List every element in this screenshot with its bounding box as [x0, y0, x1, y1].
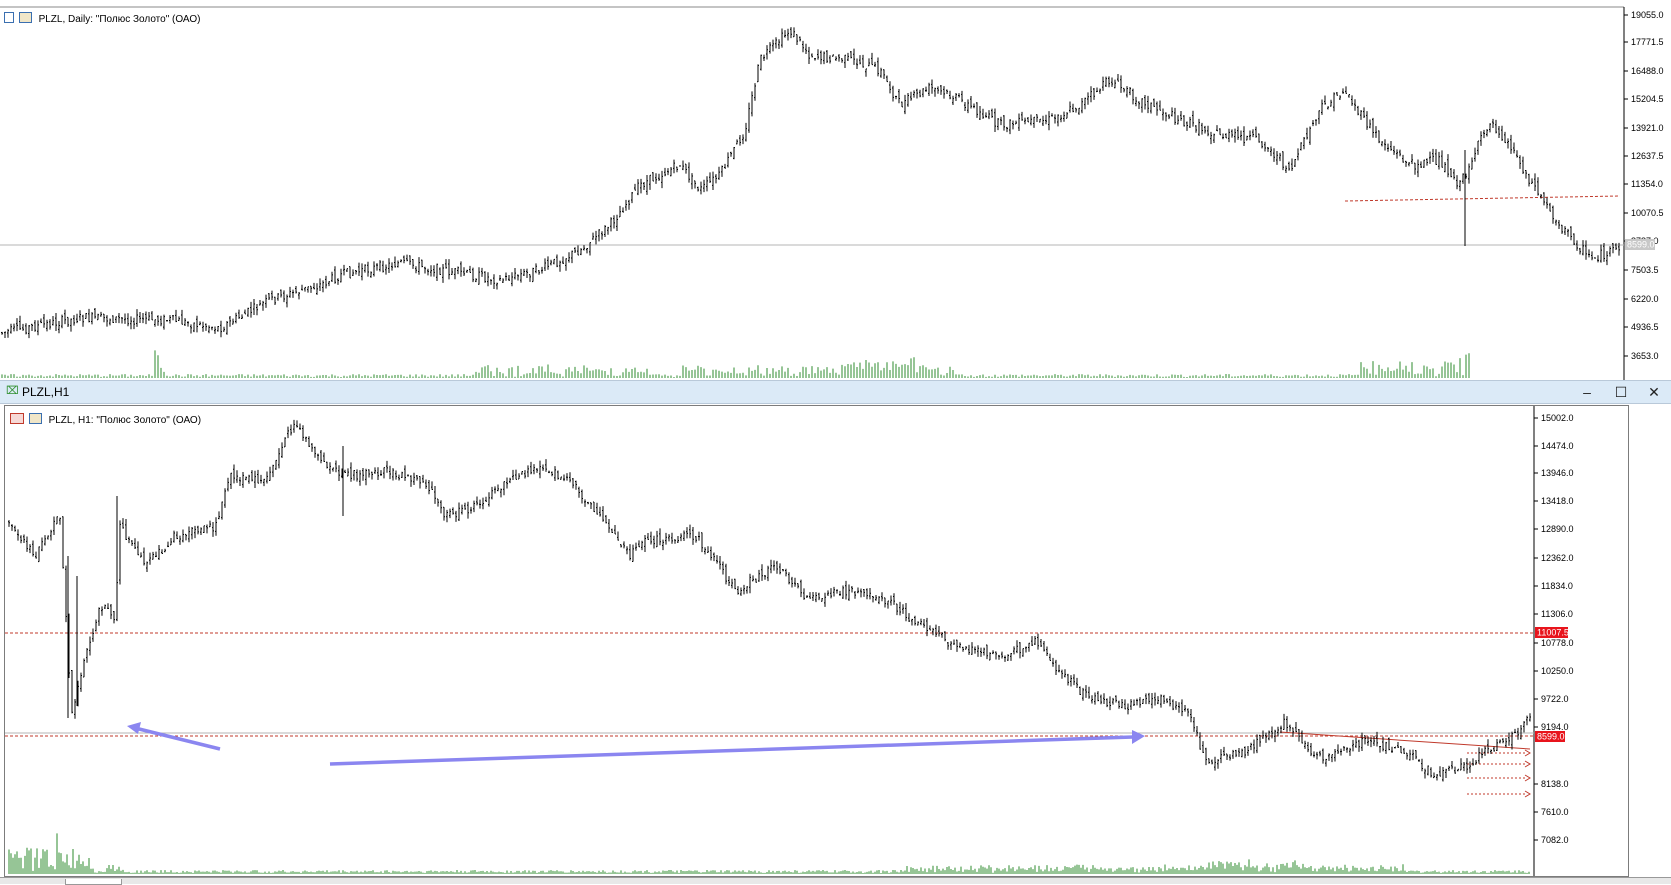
- daily-axis-label: 10070.5: [1631, 208, 1664, 218]
- maximize-button[interactable]: ☐: [1614, 384, 1628, 400]
- daily-volume-bars: [1, 350, 1470, 378]
- daily-plot-background: [0, 0, 1671, 380]
- h1-price-bars: [8, 419, 1531, 782]
- h1-chart-pane[interactable]: 15002.0 14474.0 13946.0 13418.0 12890.0 12362…: [4, 405, 1629, 877]
- h1-order-arrow: [1524, 790, 1531, 798]
- h1-axis-label: 15002.0: [1541, 413, 1574, 423]
- h1-axis-label: 12890.0: [1541, 524, 1574, 534]
- daily-axis-label: 3653.0: [1631, 351, 1659, 361]
- h1-chart-canvas[interactable]: 15002.0 14474.0 13946.0 13418.0 12890.0 12362…: [5, 406, 1628, 876]
- h1-axis-label: 9722.0: [1541, 694, 1569, 704]
- chart-grid-icon: [10, 413, 24, 424]
- chart-tab-active[interactable]: [65, 879, 122, 885]
- chart-icon: [4, 12, 14, 23]
- daily-price-tag: 8599.0: [1625, 239, 1655, 250]
- h1-level-tag-lower-text: 8599.0: [1537, 732, 1565, 742]
- window-title: PLZL,H1: [22, 385, 70, 399]
- daily-axis-label: 13921.0: [1631, 123, 1664, 133]
- daily-axis-label: 17771.5: [1631, 37, 1664, 47]
- arrow-left-head: [127, 722, 141, 734]
- daily-axis-label: 19055.0: [1631, 10, 1664, 20]
- daily-axis-label: 6220.0: [1631, 294, 1659, 304]
- h1-window-titlebar[interactable]: ⌧ PLZL,H1 – ☐ ✕: [0, 380, 1671, 404]
- daily-axis-label: 4936.5: [1631, 322, 1659, 332]
- h1-order-arrow: [1524, 760, 1531, 768]
- h1-chart-title: PLZL, H1: "Полюс Золото" (ОАО): [48, 415, 202, 426]
- daily-level-line: [1344, 195, 1621, 202]
- daily-axis-label: 16488.0: [1631, 66, 1664, 76]
- h1-order-arrow: [1524, 749, 1531, 757]
- h1-axis-label: 13418.0: [1541, 496, 1574, 506]
- h1-volume-bars: [8, 833, 1530, 874]
- bars-icon: [18, 12, 32, 23]
- h1-axis-label: 7610.0: [1541, 807, 1569, 817]
- daily-axis-label: 15204.5: [1631, 94, 1664, 104]
- arrow-right-shaft: [329, 735, 1134, 766]
- close-button[interactable]: ✕: [1648, 384, 1660, 400]
- daily-axis-labels: 19055.0 17771.5 16488.0 15204.5 13921.0 12637…: [1624, 10, 1664, 361]
- minimize-button[interactable]: –: [1583, 384, 1591, 400]
- h1-chart-header: PLZL, H1: "Полюс Золото" (ОАО): [10, 413, 201, 426]
- h1-plot-background: [5, 406, 1628, 876]
- h1-axis-label: 14474.0: [1541, 441, 1574, 451]
- h1-level-tag-upper: 11007.5: [1535, 627, 1569, 638]
- candles-icon: ⌧: [6, 385, 19, 397]
- daily-axis-label: 7503.5: [1631, 265, 1659, 275]
- h1-level-tag-upper-bg: [1535, 627, 1568, 638]
- daily-axis-label: 11354.0: [1631, 179, 1663, 189]
- h1-axis-label: 9194.0: [1541, 722, 1569, 732]
- daily-chart-header: PLZL, Daily: "Полюс Золото" (ОАО): [4, 12, 200, 25]
- daily-chart-pane[interactable]: 19055.0 17771.5 16488.0 15204.5 13921.0 12637…: [0, 0, 1671, 381]
- daily-chart-canvas[interactable]: 19055.0 17771.5 16488.0 15204.5 13921.0 12637…: [0, 0, 1671, 380]
- h1-axis-label: 13946.0: [1541, 468, 1574, 478]
- h1-axis-labels: 15002.0 14474.0 13946.0 13418.0 12890.0 12362…: [1534, 413, 1574, 845]
- daily-chart-title: PLZL, Daily: "Полюс Золото" (ОАО): [38, 14, 201, 25]
- daily-price-tag-bg: [1625, 239, 1655, 250]
- h1-axis-label: 11834.0: [1541, 581, 1573, 591]
- h1-level-tag-upper-text: 11007.5: [1537, 628, 1569, 638]
- bars-icon: [28, 413, 42, 424]
- daily-price-bars: [1, 27, 1620, 339]
- h1-axis-label: 11306.0: [1541, 609, 1573, 619]
- h1-axis-label: 7082.0: [1541, 835, 1569, 845]
- h1-annotation-arrows: [127, 722, 1145, 766]
- arrow-right-head: [1132, 730, 1145, 744]
- h1-level-tag-lower-bg: [1535, 731, 1565, 742]
- arrow-left-shaft: [134, 726, 221, 751]
- h1-axis-label: 12362.0: [1541, 553, 1574, 563]
- h1-axis-label: 8138.0: [1541, 779, 1569, 789]
- h1-axis-label: 10250.0: [1541, 666, 1574, 676]
- h1-axis-label: 10778.0: [1541, 638, 1574, 648]
- h1-level-tag-lower: 8599.0: [1535, 731, 1565, 742]
- h1-order-arrow: [1524, 774, 1531, 782]
- daily-price-tag-text: 8599.0: [1627, 240, 1655, 250]
- daily-axis-label: 12637.5: [1631, 151, 1664, 161]
